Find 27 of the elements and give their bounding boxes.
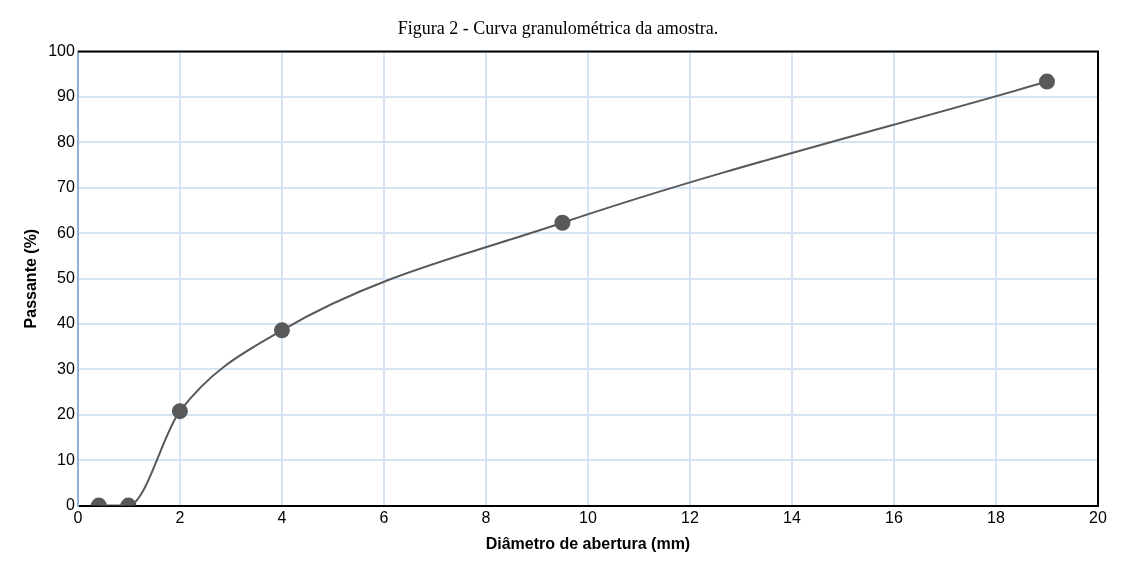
y-tick-label: 40: [57, 314, 75, 332]
x-tick-label: 2: [175, 508, 185, 526]
x-tick-label: 20: [1089, 508, 1107, 526]
x-tick-label: 4: [277, 508, 287, 526]
y-tick-label: 20: [57, 405, 75, 423]
x-tick-label: 8: [481, 508, 491, 526]
y-tick-label: 90: [57, 87, 75, 105]
x-tick-label: 12: [681, 508, 699, 526]
x-tick-label: 16: [885, 508, 903, 526]
y-tick-label: 100: [48, 42, 75, 60]
x-axis-title: Diâmetro de abertura (mm): [485, 534, 691, 552]
y-tick-label: 80: [57, 132, 75, 150]
point: [554, 214, 571, 231]
y-tick-label: 70: [57, 178, 75, 196]
x-tick-label: 14: [783, 508, 801, 526]
chart-title: Figura 2 - Curva granulométrica da amostra.: [397, 17, 719, 38]
x-tick-label: 18: [987, 508, 1005, 526]
y-axis-title: Passante (%): [22, 228, 40, 329]
y-tick-label: 60: [57, 223, 75, 241]
y-tick-label: 10: [57, 450, 75, 468]
y-tick-label: 50: [57, 269, 75, 287]
y-tick-label: 30: [57, 359, 75, 377]
point: [273, 322, 290, 339]
x-tick-label: 6: [379, 508, 389, 526]
x-tick-label: 10: [579, 508, 597, 526]
y-tick-label: 0: [65, 496, 75, 514]
point: [1038, 73, 1055, 90]
